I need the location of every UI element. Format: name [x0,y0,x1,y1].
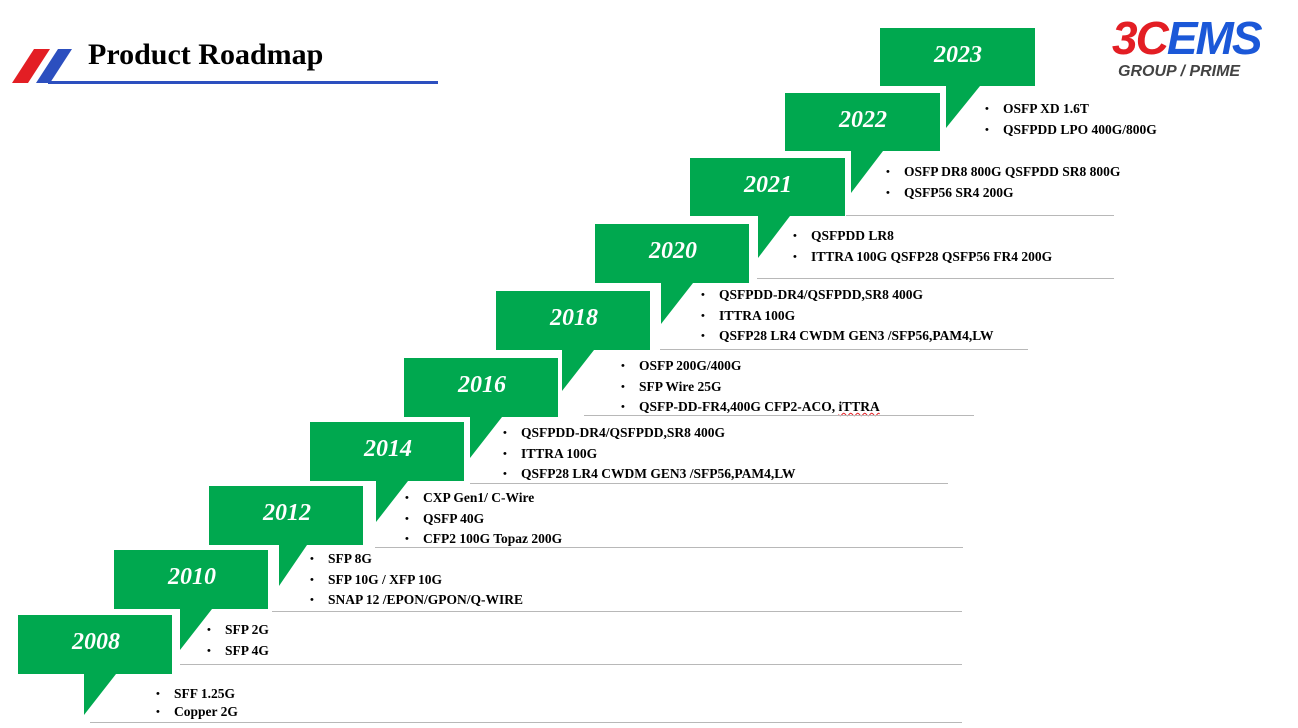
divider-line [757,278,1114,279]
milestone-items-2018: OSFP 200G/400G SFP Wire 25G QSFP-DD-FR4,… [621,356,880,418]
divider-line [375,547,963,548]
milestone-item-text: QSFP-DD-FR4,400G CFP2-ACO, [639,399,836,414]
milestone-callout-2020: 2020 [595,224,751,324]
milestone-callout-2023: 2023 [880,28,1036,128]
milestone-callout-2008: 2008 [18,615,174,715]
milestone-item: QSFPDD LR8 [793,226,1052,247]
milestone-item: OSFP DR8 800G QSFPDD SR8 800G [886,162,1120,183]
milestone-item-extra: iTTRA [838,399,880,414]
speech-bubble-icon [595,224,749,324]
brand-subline: GROUP / PRIME [1118,63,1241,80]
milestone-year: 2023 [934,42,982,68]
divider-line [272,611,962,612]
milestone-item: SFF 1.25G [156,684,238,705]
milestone-item: ITTRA 100G [503,444,796,465]
milestone-callout-2012: 2012 [209,486,365,586]
milestone-year: 2016 [458,372,506,398]
milestone-items-2016: QSFPDD-DR4/QSFPDD,SR8 400G ITTRA 100G QS… [503,423,796,485]
speech-bubble-icon [785,93,940,193]
brand-name-blue: EMS [1166,12,1263,64]
milestone-items-2022: OSFP DR8 800G QSFPDD SR8 800G QSFP56 SR4… [886,162,1120,203]
milestone-year: 2012 [263,500,311,526]
milestone-year: 2014 [364,436,412,462]
milestone-item: QSFPDD LPO 400G/800G [985,120,1157,141]
milestone-item: QSFPDD-DR4/QSFPDD,SR8 400G [701,285,994,306]
milestone-item: QSFP28 LR4 CWDM GEN3 /SFP56,PAM4,LW [701,326,994,347]
milestone-item: SFP Wire 25G [621,377,880,398]
speech-bubble-icon [690,158,845,258]
speech-bubble-icon [880,28,1035,128]
brand-logo: 3CEMS GROUP / PRIME [1112,12,1290,84]
milestone-item: QSFP56 SR4 200G [886,183,1120,204]
brand-name-red: 3C [1112,12,1169,64]
milestone-year: 2010 [168,564,216,590]
divider-line [846,215,1114,216]
milestone-item: ITTRA 100G QSFP28 QSFP56 FR4 200G [793,247,1052,268]
milestone-item: SFP 10G / XFP 10G [310,570,523,591]
milestone-items-2008: SFF 1.25G Copper 2G [156,684,238,722]
milestone-year: 2021 [744,172,792,198]
brand-stripes-icon [12,49,72,83]
milestone-items-2012: SFP 8G SFP 10G / XFP 10G SNAP 12 /EPON/G… [310,549,523,611]
milestone-item: SFP 4G [207,641,269,662]
speech-bubble-icon [18,615,172,715]
milestone-item: SFP 2G [207,620,269,641]
milestone-callout-2021: 2021 [690,158,846,258]
milestone-item: SNAP 12 /EPON/GPON/Q-WIRE [310,590,523,611]
speech-bubble-icon [114,550,268,650]
milestone-callout-2016: 2016 [404,358,560,458]
speech-bubble-icon [496,291,650,391]
milestone-items-2020: QSFPDD-DR4/QSFPDD,SR8 400G ITTRA 100G QS… [701,285,994,347]
milestone-item: QSFP28 LR4 CWDM GEN3 /SFP56,PAM4,LW [503,464,796,485]
title-underline [48,81,438,84]
milestone-items-2010: SFP 2G SFP 4G [207,620,269,661]
milestone-items-2023: OSFP XD 1.6T QSFPDD LPO 400G/800G [985,99,1157,140]
milestone-callout-2014: 2014 [310,422,466,522]
speech-bubble-icon [404,358,558,458]
page-title: Product Roadmap [88,38,324,71]
milestone-items-2021: QSFPDD LR8 ITTRA 100G QSFP28 QSFP56 FR4 … [793,226,1052,267]
divider-line [584,415,974,416]
milestone-item: OSFP 200G/400G [621,356,880,377]
milestone-item: Copper 2G [156,702,238,723]
speech-bubble-icon [209,486,363,586]
milestone-item: QSFP 40G [405,509,562,530]
milestone-year: 2008 [72,629,120,655]
speech-bubble-icon [310,422,464,522]
divider-line [660,349,1028,350]
milestone-item: OSFP XD 1.6T [985,99,1157,120]
milestone-items-2014: CXP Gen1/ C-Wire QSFP 40G CFP2 100G Topa… [405,488,562,550]
milestone-year: 2018 [550,305,598,331]
milestone-callout-2018: 2018 [496,291,652,391]
milestone-item: CXP Gen1/ C-Wire [405,488,562,509]
milestone-item: QSFPDD-DR4/QSFPDD,SR8 400G [503,423,796,444]
milestone-item: CFP2 100G Topaz 200G [405,529,562,550]
divider-line [90,722,962,723]
milestone-year: 2020 [649,238,697,264]
milestone-year: 2022 [839,107,887,133]
divider-line [180,664,962,665]
milestone-item: SFP 8G [310,549,523,570]
milestone-callout-2022: 2022 [785,93,941,193]
milestone-item: QSFP-DD-FR4,400G CFP2-ACO, iTTRA [621,397,880,418]
milestone-item: ITTRA 100G [701,306,994,327]
divider-line [470,483,948,484]
milestone-callout-2010: 2010 [114,550,270,650]
